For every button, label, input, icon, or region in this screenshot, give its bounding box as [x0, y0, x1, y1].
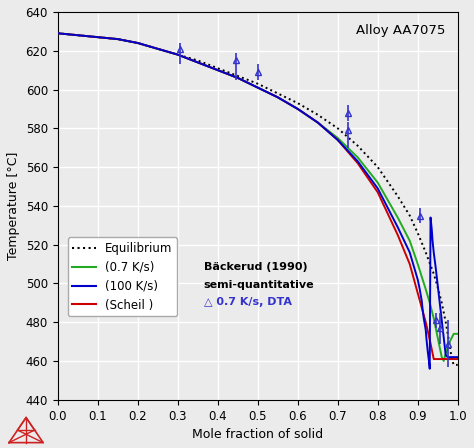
X-axis label: Mole fraction of solid: Mole fraction of solid — [192, 428, 323, 441]
Text: Alloy AA7075: Alloy AA7075 — [356, 24, 446, 37]
Text: △ 0.7 K/s, DTA: △ 0.7 K/s, DTA — [204, 297, 292, 307]
Y-axis label: Temperature [°C]: Temperature [°C] — [7, 152, 20, 260]
Text: Bäckerud (1990): Bäckerud (1990) — [204, 262, 307, 272]
Legend: Equilibrium, (0.7 K/s), (100 K/s), (Scheil ): Equilibrium, (0.7 K/s), (100 K/s), (Sche… — [67, 237, 177, 316]
Text: semi-quantitative: semi-quantitative — [204, 280, 314, 289]
